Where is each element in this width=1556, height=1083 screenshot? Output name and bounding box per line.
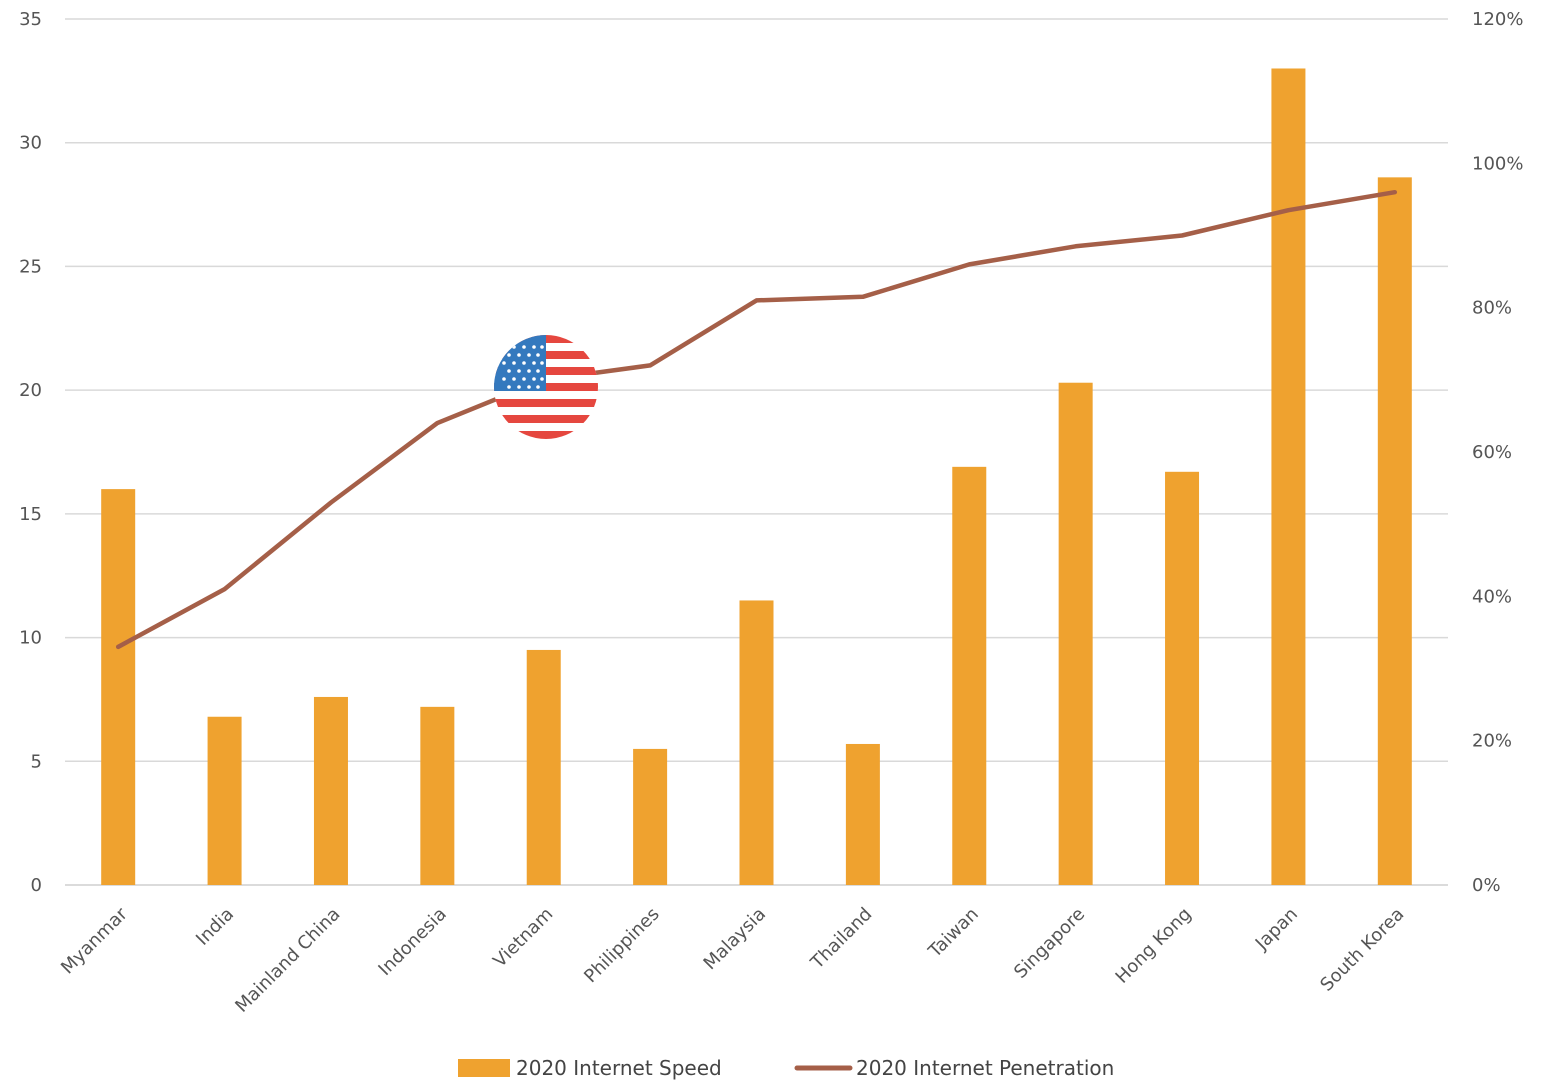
right-tick-label: 20% [1472,731,1512,752]
bar-philippines [633,748,668,885]
right-tick-label: 120% [1472,9,1523,30]
x-tick-label: Japan [1251,904,1302,955]
legend-label-penetration: 2020 Internet Penetration [856,1056,1114,1080]
bar-japan [1271,68,1306,885]
bar-south-korea [1377,177,1412,886]
x-tick-label: Singapore [1010,904,1089,983]
left-tick-label: 30 [19,133,42,154]
right-tick-label: 100% [1472,153,1523,174]
x-tick-label: Mainland China [231,904,344,1017]
x-tick-label: Philippines [580,904,663,987]
bar-hong-kong [1165,471,1200,885]
x-tick-label: Malaysia [700,904,770,974]
left-tick-label: 10 [19,628,42,649]
left-tick-label: 25 [19,256,42,277]
penetration-line-path [115,189,1398,650]
legend-label-speed: 2020 Internet Speed [516,1056,722,1080]
left-tick-label: 0 [31,875,42,896]
bar-indonesia [420,706,455,885]
us-flag-icon [494,335,598,439]
left-tick-label: 20 [19,380,42,401]
right-tick-label: 0% [1472,875,1501,896]
bar-india [207,716,242,885]
x-tick-label: Thailand [806,904,876,974]
x-tick-label: Hong Kong [1112,904,1196,988]
right-axis-ticks: 0% 20% 40% 60% 80% 100% 120% [1472,9,1523,896]
right-tick-label: 80% [1472,298,1512,319]
speed-bars [101,68,1412,886]
gridlines [65,18,1448,763]
bar-myanmar [101,489,136,885]
right-tick-label: 40% [1472,586,1512,607]
bar-vietnam [526,649,561,885]
right-tick-label: 60% [1472,442,1512,463]
left-tick-label: 15 [19,504,42,525]
bar-singapore [1058,382,1093,885]
x-tick-label: Myanmar [57,903,132,978]
x-tick-label: Indonesia [374,904,450,980]
bar-taiwan [952,466,987,885]
x-tick-label: South Korea [1316,904,1408,996]
x-tick-label: India [192,904,238,950]
left-axis-ticks: 0 5 10 15 20 25 30 35 [19,9,42,896]
left-tick-label: 5 [31,751,42,772]
bar-malaysia [739,600,774,885]
penetration-line [115,189,1398,650]
x-tick-label: Taiwan [924,904,983,963]
bar-mainland-china [313,696,348,885]
bar-thailand [845,743,880,885]
x-tick-label: Vietnam [489,904,557,972]
legend-swatch-speed [458,1059,510,1077]
legend: 2020 Internet Speed 2020 Internet Penetr… [458,1056,1114,1080]
left-tick-label: 35 [19,9,42,30]
